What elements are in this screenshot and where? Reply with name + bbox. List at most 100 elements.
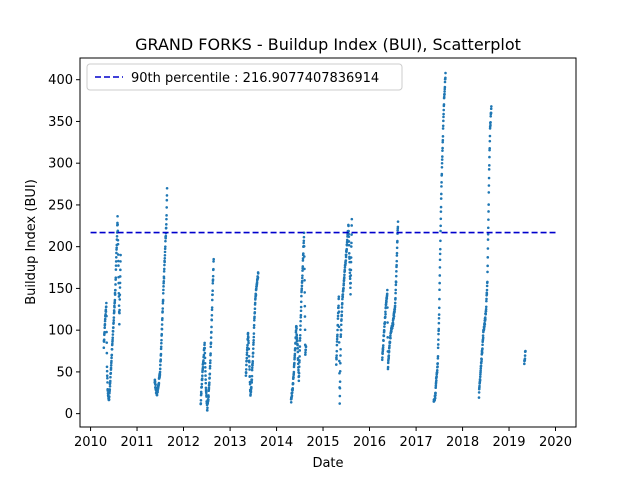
data-point — [387, 354, 391, 357]
data-point — [481, 343, 484, 347]
data-point — [289, 400, 293, 404]
data-point — [444, 76, 447, 80]
data-point — [383, 315, 387, 319]
data-point — [436, 355, 440, 358]
data-point — [385, 297, 389, 300]
data-point — [294, 329, 298, 332]
data-point — [485, 292, 489, 296]
data-point — [293, 356, 296, 359]
data-point — [298, 349, 302, 352]
data-point — [210, 330, 213, 334]
data-point — [298, 345, 302, 348]
data-point — [345, 247, 349, 251]
data-point — [299, 313, 303, 317]
data-point — [111, 333, 115, 336]
data-point — [210, 325, 213, 329]
data-point — [208, 361, 212, 365]
data-point — [102, 340, 106, 343]
data-point — [437, 306, 441, 310]
data-point — [486, 264, 489, 268]
data-point — [485, 288, 489, 292]
data-point — [156, 387, 160, 391]
data-point — [160, 341, 163, 345]
data-point — [165, 198, 169, 202]
data-point — [396, 220, 400, 223]
data-point — [246, 343, 249, 347]
data-point — [440, 192, 443, 196]
data-point — [338, 369, 342, 373]
data-point — [350, 217, 354, 221]
data-point — [436, 362, 440, 365]
data-point — [203, 343, 206, 347]
data-point — [105, 301, 108, 305]
data-point — [296, 350, 300, 354]
data-point — [159, 345, 163, 349]
data-point — [344, 253, 348, 257]
y-tick-label: 400 — [48, 73, 73, 88]
data-point — [108, 388, 112, 391]
data-point — [162, 281, 165, 285]
data-point — [487, 191, 491, 194]
data-point — [209, 341, 213, 345]
data-point — [162, 285, 165, 288]
data-point — [114, 276, 118, 280]
data-point — [341, 297, 344, 301]
data-point — [335, 343, 339, 347]
data-point — [252, 326, 256, 329]
data-point — [118, 308, 121, 312]
data-point — [483, 322, 487, 326]
data-point — [114, 288, 117, 292]
data-point — [118, 293, 122, 297]
data-point — [255, 287, 258, 291]
data-point — [162, 270, 166, 273]
data-point — [299, 305, 303, 309]
data-point — [488, 134, 492, 138]
data-point — [111, 342, 114, 346]
data-point — [382, 329, 386, 333]
data-point — [486, 226, 490, 230]
data-point — [385, 292, 389, 296]
data-point — [116, 253, 120, 256]
data-point — [343, 266, 347, 269]
data-point — [163, 263, 166, 267]
data-point — [347, 229, 350, 233]
data-point — [200, 385, 204, 389]
data-point — [386, 306, 389, 309]
data-point — [204, 369, 207, 373]
data-point — [343, 275, 346, 279]
data-point — [479, 364, 483, 367]
data-point — [349, 281, 352, 285]
data-point — [249, 392, 252, 396]
x-tick-label: 2018 — [446, 435, 479, 450]
data-point — [110, 356, 113, 360]
data-point — [487, 184, 491, 187]
data-point — [153, 380, 157, 384]
data-point — [208, 372, 212, 376]
data-point — [211, 278, 215, 281]
data-point — [254, 296, 257, 300]
y-tick-label: 100 — [48, 324, 73, 339]
data-point — [302, 252, 305, 255]
data-point — [441, 146, 444, 150]
data-point — [114, 264, 118, 267]
data-point — [300, 279, 304, 283]
data-point — [337, 306, 340, 310]
data-point — [341, 295, 345, 299]
data-point — [158, 370, 162, 374]
data-point — [484, 309, 488, 313]
data-point — [298, 355, 301, 358]
x-tick-label: 2016 — [353, 435, 386, 450]
data-point — [485, 299, 488, 303]
data-point — [163, 253, 167, 257]
data-point — [304, 353, 307, 356]
data-point — [245, 359, 248, 363]
data-point — [349, 256, 353, 259]
data-point — [109, 375, 112, 379]
data-point — [204, 391, 208, 395]
data-point — [298, 333, 302, 337]
data-point — [253, 315, 256, 319]
data-point — [103, 319, 107, 323]
data-point — [381, 346, 385, 349]
data-point — [109, 364, 113, 367]
